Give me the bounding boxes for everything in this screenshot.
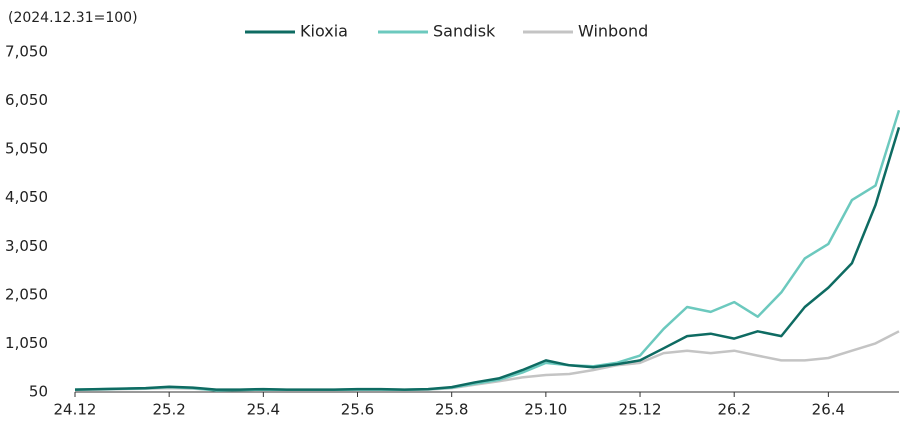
legend-label: Kioxia [300, 22, 348, 41]
line-series [74, 109, 900, 392]
x-tick-label: 25.6 [341, 401, 374, 419]
x-tick-label: 25.10 [524, 401, 567, 419]
line-series [74, 126, 900, 391]
x-tick-label: 26.4 [812, 401, 845, 419]
x-tick-label: 24.12 [54, 401, 97, 419]
legend-label: Sandisk [433, 22, 496, 41]
y-tick-label: 6,050 [5, 91, 48, 109]
x-tick-label: 25.4 [247, 401, 280, 419]
y-tick-label: 7,050 [5, 43, 48, 61]
x-tick-label: 25.8 [435, 401, 468, 419]
y-tick-label: 50 [29, 383, 48, 401]
x-tick-label: 26.2 [717, 401, 750, 419]
y-tick-label: 3,050 [5, 237, 48, 255]
x-tick-label: 25.2 [152, 401, 185, 419]
x-tick-label: 25.12 [619, 401, 662, 419]
y-tick-label: 1,050 [5, 334, 48, 352]
y-tick-label: 5,050 [5, 140, 48, 158]
y-unit-label: (2024.12.31=100) [8, 10, 138, 26]
y-tick-label: 4,050 [5, 188, 48, 206]
y-tick-label: 2,050 [5, 285, 48, 303]
legend-label: Winbond [578, 22, 648, 41]
